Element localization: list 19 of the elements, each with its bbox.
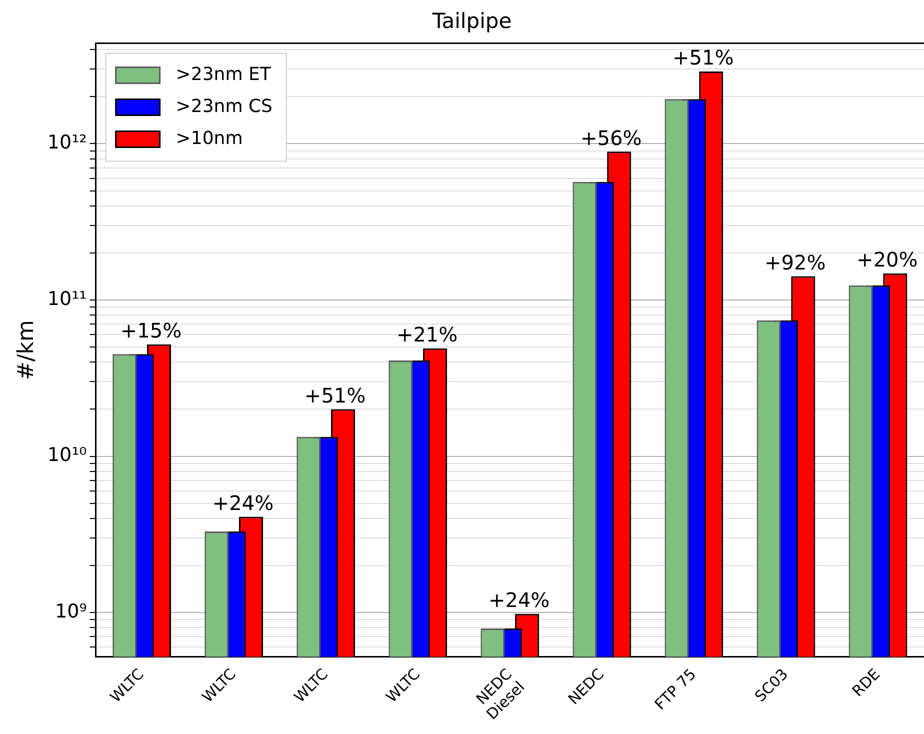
chart-title: Tailpipe [431, 9, 512, 34]
y-axis-title: #/km [14, 320, 39, 380]
legend-label: >23nm CS [176, 96, 272, 117]
annotation: +24% [212, 490, 274, 515]
legend-label: >23nm ET [176, 64, 272, 85]
annotation: +24% [488, 588, 550, 612]
y-tick-label: 10⁹ [55, 600, 87, 622]
y-tick-label: 10¹⁰ [47, 444, 87, 466]
annotation: +15% [120, 318, 182, 343]
legend-label: >10nm [176, 128, 243, 149]
y-tick-label: 10¹¹ [47, 288, 87, 310]
annotation: +51% [672, 46, 734, 70]
y-tick-label: 10¹² [47, 132, 87, 154]
annotation: +21% [396, 322, 458, 347]
annotation: +20% [856, 248, 918, 272]
annotation: +51% [304, 383, 366, 408]
annotation: +56% [580, 126, 642, 150]
x-tick-label: FTP 75 [651, 665, 700, 714]
annotation: +92% [764, 250, 826, 274]
